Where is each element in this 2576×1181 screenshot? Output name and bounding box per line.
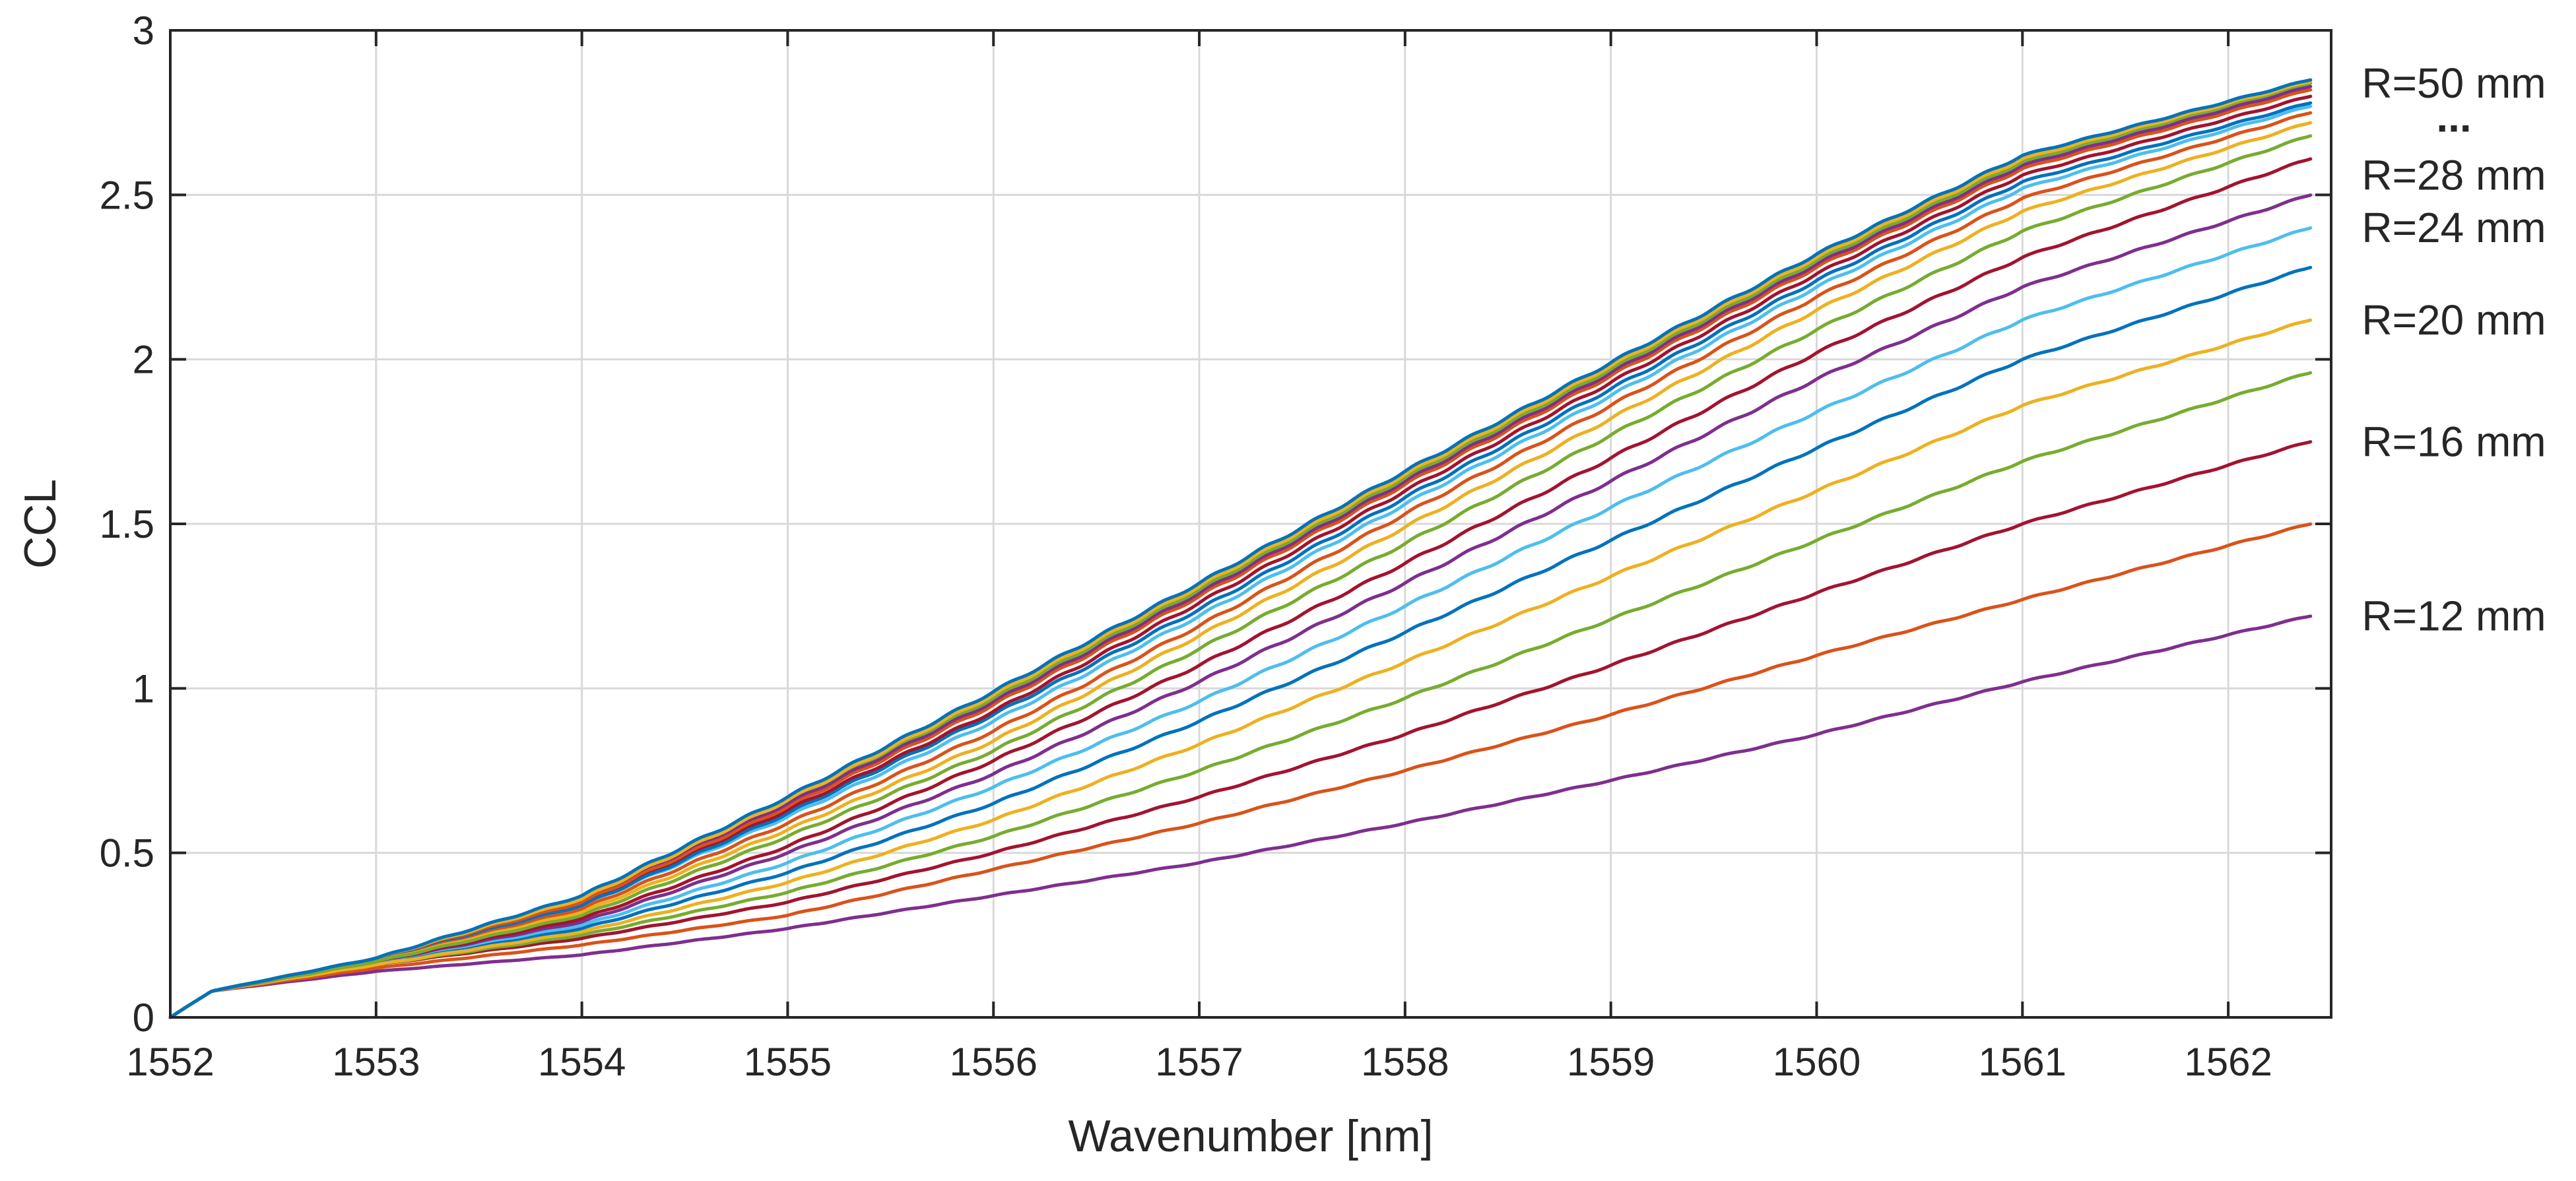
curve-annotation-label: R=28 mm — [2361, 151, 2546, 199]
series-line — [168, 318, 2313, 1019]
series-line — [168, 78, 2313, 1019]
data-series — [168, 78, 2313, 1019]
series-line — [168, 440, 2313, 1019]
series-line — [168, 157, 2313, 1019]
series-line — [168, 101, 2313, 1019]
axis-ticks: 1552 1553 1554 1555 1556 1557 1558 1559 1560 1561… — [100, 9, 2331, 1084]
y-tick-label: 3 — [133, 9, 154, 53]
y-tick-label: 2.5 — [100, 173, 154, 217]
x-tick-label: 1556 — [949, 1040, 1037, 1084]
series-line — [168, 80, 2313, 1019]
y-tick-label: 0.5 — [100, 831, 154, 876]
series-line — [168, 371, 2313, 1019]
series-line — [168, 88, 2313, 1019]
x-axis-label: Wavenumber [nm] — [1069, 1111, 1434, 1161]
x-tick-label: 1561 — [1979, 1040, 2066, 1084]
series-line — [168, 522, 2313, 1019]
x-tick-label: 1552 — [126, 1040, 214, 1084]
series-line — [168, 614, 2313, 1019]
series-line — [168, 134, 2313, 1019]
curve-annotation-label: R=50 mm — [2361, 59, 2546, 107]
curve-annotation-label: ... — [2436, 94, 2471, 141]
curve-annotation-label: R=16 mm — [2361, 418, 2546, 465]
x-tick-label: 1559 — [1567, 1040, 1655, 1084]
x-tick-label: 1562 — [2184, 1040, 2272, 1084]
x-tick-label: 1560 — [1773, 1040, 1861, 1084]
x-tick-label: 1558 — [1361, 1040, 1449, 1084]
y-axis-label: CCL — [15, 479, 65, 569]
x-tick-label: 1554 — [538, 1040, 626, 1084]
x-tick-label: 1553 — [332, 1040, 420, 1084]
series-line — [168, 226, 2313, 1019]
curve-annotations: R=50 mm... R=28 mm R=24 mm R=20 mm R=16 mm R=… — [2361, 59, 2546, 640]
y-tick-label: 2 — [133, 338, 154, 382]
x-tick-label: 1557 — [1155, 1040, 1243, 1084]
curve-annotation-label: R=12 mm — [2361, 592, 2546, 640]
curve-annotation-label: R=24 mm — [2361, 204, 2546, 251]
series-line — [168, 193, 2313, 1019]
y-tick-label: 1.5 — [100, 502, 154, 546]
series-line — [168, 111, 2313, 1019]
x-tick-label: 1555 — [744, 1040, 832, 1084]
y-tick-label: 1 — [133, 666, 154, 711]
series-line — [168, 265, 2313, 1019]
curve-annotation-label: R=20 mm — [2361, 296, 2546, 344]
series-line — [168, 121, 2313, 1019]
y-tick-label: 0 — [133, 996, 154, 1040]
